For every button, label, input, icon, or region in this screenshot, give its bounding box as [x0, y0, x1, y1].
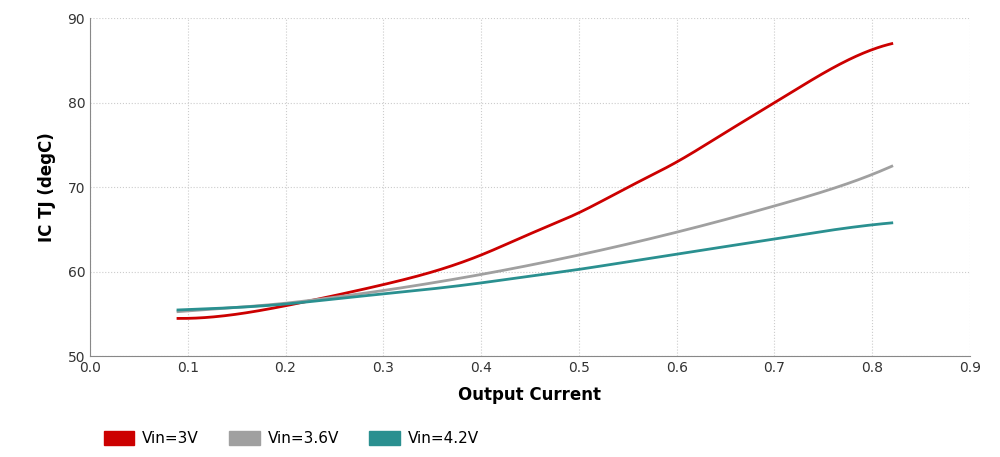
Y-axis label: IC TJ (degC): IC TJ (degC)	[38, 133, 56, 242]
X-axis label: Output Current: Output Current	[458, 387, 602, 404]
Legend: Vin=3V, Vin=3.6V, Vin=4.2V: Vin=3V, Vin=3.6V, Vin=4.2V	[98, 425, 485, 452]
